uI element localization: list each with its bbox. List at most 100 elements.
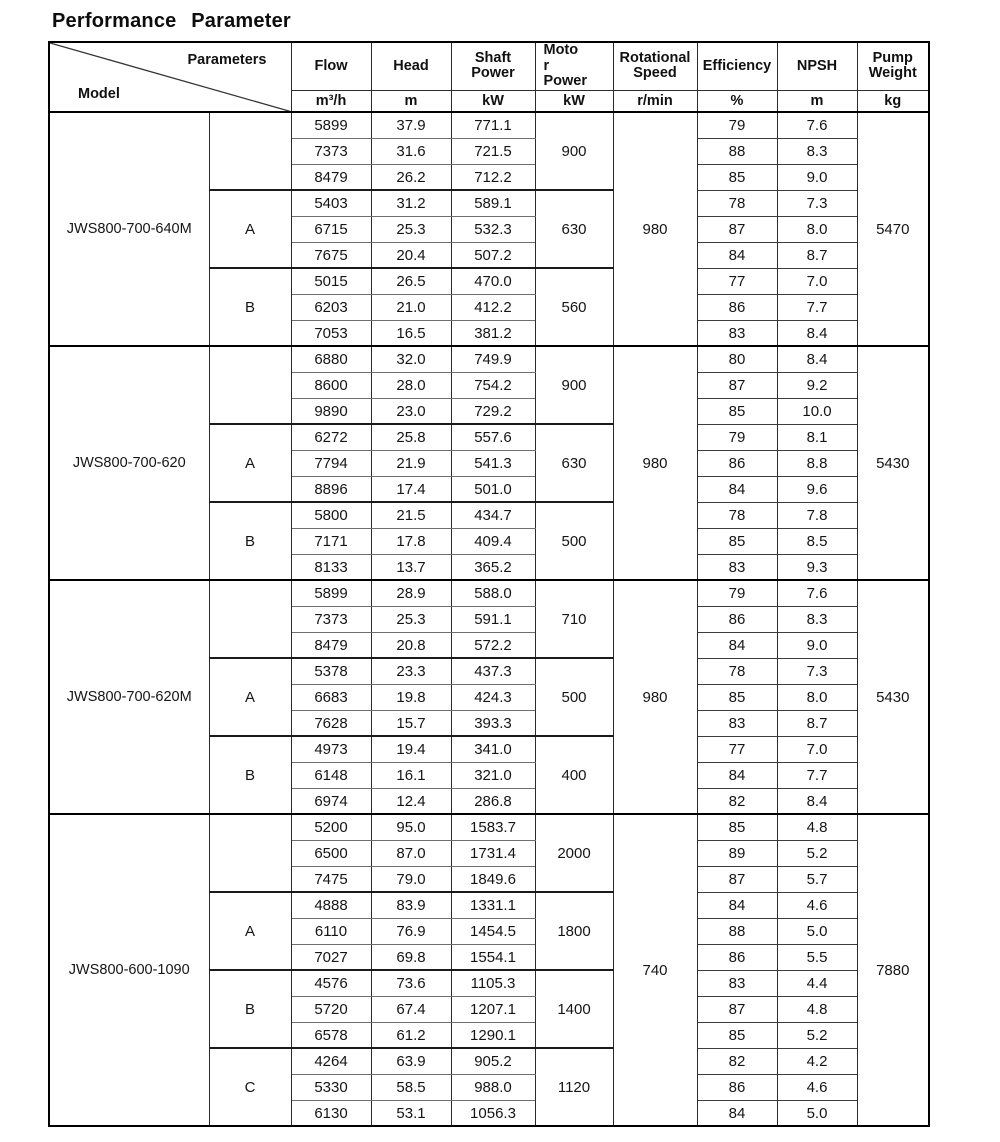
head-value: 63.9	[370, 1047, 452, 1075]
table-row: 9890 23.0 729.2 85 10.0	[49, 397, 929, 426]
table-row: A 5403 31.2 589.1 630 78 7.3	[49, 189, 929, 270]
efficiency-value: 86	[696, 943, 778, 971]
shaft-power-value: 729.2	[450, 397, 536, 426]
table-row: 7475 79.0 1849.6 87 5.7	[49, 865, 929, 894]
shaft-power-value: 1105.3	[450, 969, 536, 997]
npsh-value: 7.8	[776, 501, 858, 529]
efficiency-value: 88	[696, 917, 778, 945]
shaft-power-value: 1454.5	[450, 917, 536, 945]
table-row: 7027 69.8 1554.1 86 5.5	[49, 943, 929, 972]
head-value: 19.8	[370, 683, 452, 711]
npsh-value: 8.3	[776, 137, 858, 165]
head-value: 12.4	[370, 787, 452, 816]
head-value: 20.8	[370, 631, 452, 660]
head-value: 28.9	[370, 579, 452, 607]
flow-value: 8479	[290, 631, 372, 660]
npsh-value: 4.6	[776, 1073, 858, 1101]
npsh-value: 9.3	[776, 553, 858, 582]
flow-value: 5200	[290, 813, 372, 841]
flow-value: 6683	[290, 683, 372, 711]
head-value: 69.8	[370, 943, 452, 972]
motor-power-value: 900	[534, 345, 614, 426]
flow-value: 5015	[290, 267, 372, 295]
flow-value: 6272	[290, 423, 372, 451]
head-value: 15.7	[370, 709, 452, 738]
efficiency-value: 85	[696, 813, 778, 841]
head-value: 53.1	[370, 1099, 452, 1128]
efficiency-value: 78	[696, 501, 778, 529]
npsh-value: 8.4	[776, 345, 858, 373]
parameter-group: B	[208, 969, 292, 1050]
motor-power-value: 500	[534, 501, 614, 582]
npsh-value: 8.4	[776, 787, 858, 816]
table-row: 6203 21.0 412.2 86 7.7	[49, 293, 929, 321]
parameter-group: C	[208, 1047, 292, 1128]
shaft-power-value: 754.2	[450, 371, 536, 399]
shaft-power-value: 437.3	[450, 657, 536, 685]
npsh-value: 9.2	[776, 371, 858, 399]
pump-weight-value: 5430	[856, 345, 930, 582]
npsh-value: 4.6	[776, 891, 858, 919]
shaft-power-value: 381.2	[450, 319, 536, 348]
performance-table: Parameters Model Flow Head Shaft Power M…	[48, 41, 930, 1128]
shaft-power-value: 712.2	[450, 163, 536, 192]
shaft-power-value: 321.0	[450, 761, 536, 789]
motor-power-value: 1800	[534, 891, 614, 972]
head-value: 17.8	[370, 527, 452, 555]
efficiency-value: 84	[696, 631, 778, 659]
rotational-speed-value: 740	[612, 813, 698, 1128]
head-value: 58.5	[370, 1073, 452, 1101]
flow-value: 7373	[290, 605, 372, 633]
shaft-power-value: 501.0	[450, 475, 536, 504]
motor-power-value: 1400	[534, 969, 614, 1050]
head-value: 31.6	[370, 137, 452, 165]
shaft-power-value: 1056.3	[450, 1099, 536, 1128]
efficiency-value: 86	[696, 293, 778, 321]
head-value: 83.9	[370, 891, 452, 919]
col-unit-pump-weight: kg	[856, 89, 930, 114]
efficiency-value: 78	[696, 657, 778, 685]
head-value: 19.4	[370, 735, 452, 763]
table-row: 8133 13.7 365.2 83 9.3	[49, 553, 929, 582]
efficiency-value: 83	[696, 709, 778, 737]
table-row: 5330 58.5 988.0 86 4.6	[49, 1073, 929, 1101]
shaft-power-value: 905.2	[450, 1047, 536, 1075]
shaft-power-value: 365.2	[450, 553, 536, 582]
shaft-power-value: 1554.1	[450, 943, 536, 972]
flow-value: 5403	[290, 189, 372, 217]
efficiency-value: 85	[696, 397, 778, 425]
efficiency-value: 89	[696, 839, 778, 867]
efficiency-value: 85	[696, 683, 778, 711]
flow-value: 4888	[290, 891, 372, 919]
head-value: 13.7	[370, 553, 452, 582]
flow-value: 7675	[290, 241, 372, 270]
table-row: C 4264 63.9 905.2 1120 82 4.2	[49, 1047, 929, 1128]
efficiency-value: 84	[696, 475, 778, 503]
head-value: 21.0	[370, 293, 452, 321]
head-value: 25.8	[370, 423, 452, 451]
shaft-power-value: 393.3	[450, 709, 536, 738]
table-row: 6683 19.8 424.3 85 8.0	[49, 683, 929, 711]
efficiency-value: 83	[696, 553, 778, 582]
model-name: JWS800-700-620	[48, 345, 210, 582]
table-row: 6110 76.9 1454.5 88 5.0	[49, 917, 929, 945]
efficiency-value: 87	[696, 995, 778, 1023]
head-value: 21.5	[370, 501, 452, 529]
flow-value: 5720	[290, 995, 372, 1023]
efficiency-value: 77	[696, 267, 778, 295]
table-row: B 4576 73.6 1105.3 1400 83 4.4	[49, 969, 929, 1050]
efficiency-value: 79	[696, 579, 778, 607]
flow-value: 6500	[290, 839, 372, 867]
shaft-power-value: 749.9	[450, 345, 536, 373]
npsh-value: 4.4	[776, 969, 858, 997]
parameter-group: B	[208, 501, 292, 582]
model-name: JWS800-700-620M	[48, 579, 210, 816]
table-row: A 4888 83.9 1331.1 1800 84 4.6	[49, 891, 929, 972]
shaft-power-value: 988.0	[450, 1073, 536, 1101]
flow-value: 9890	[290, 397, 372, 426]
npsh-value: 7.7	[776, 293, 858, 321]
npsh-value: 7.0	[776, 267, 858, 295]
npsh-value: 9.0	[776, 631, 858, 659]
efficiency-value: 83	[696, 319, 778, 348]
motor-power-value: 1120	[534, 1047, 614, 1128]
